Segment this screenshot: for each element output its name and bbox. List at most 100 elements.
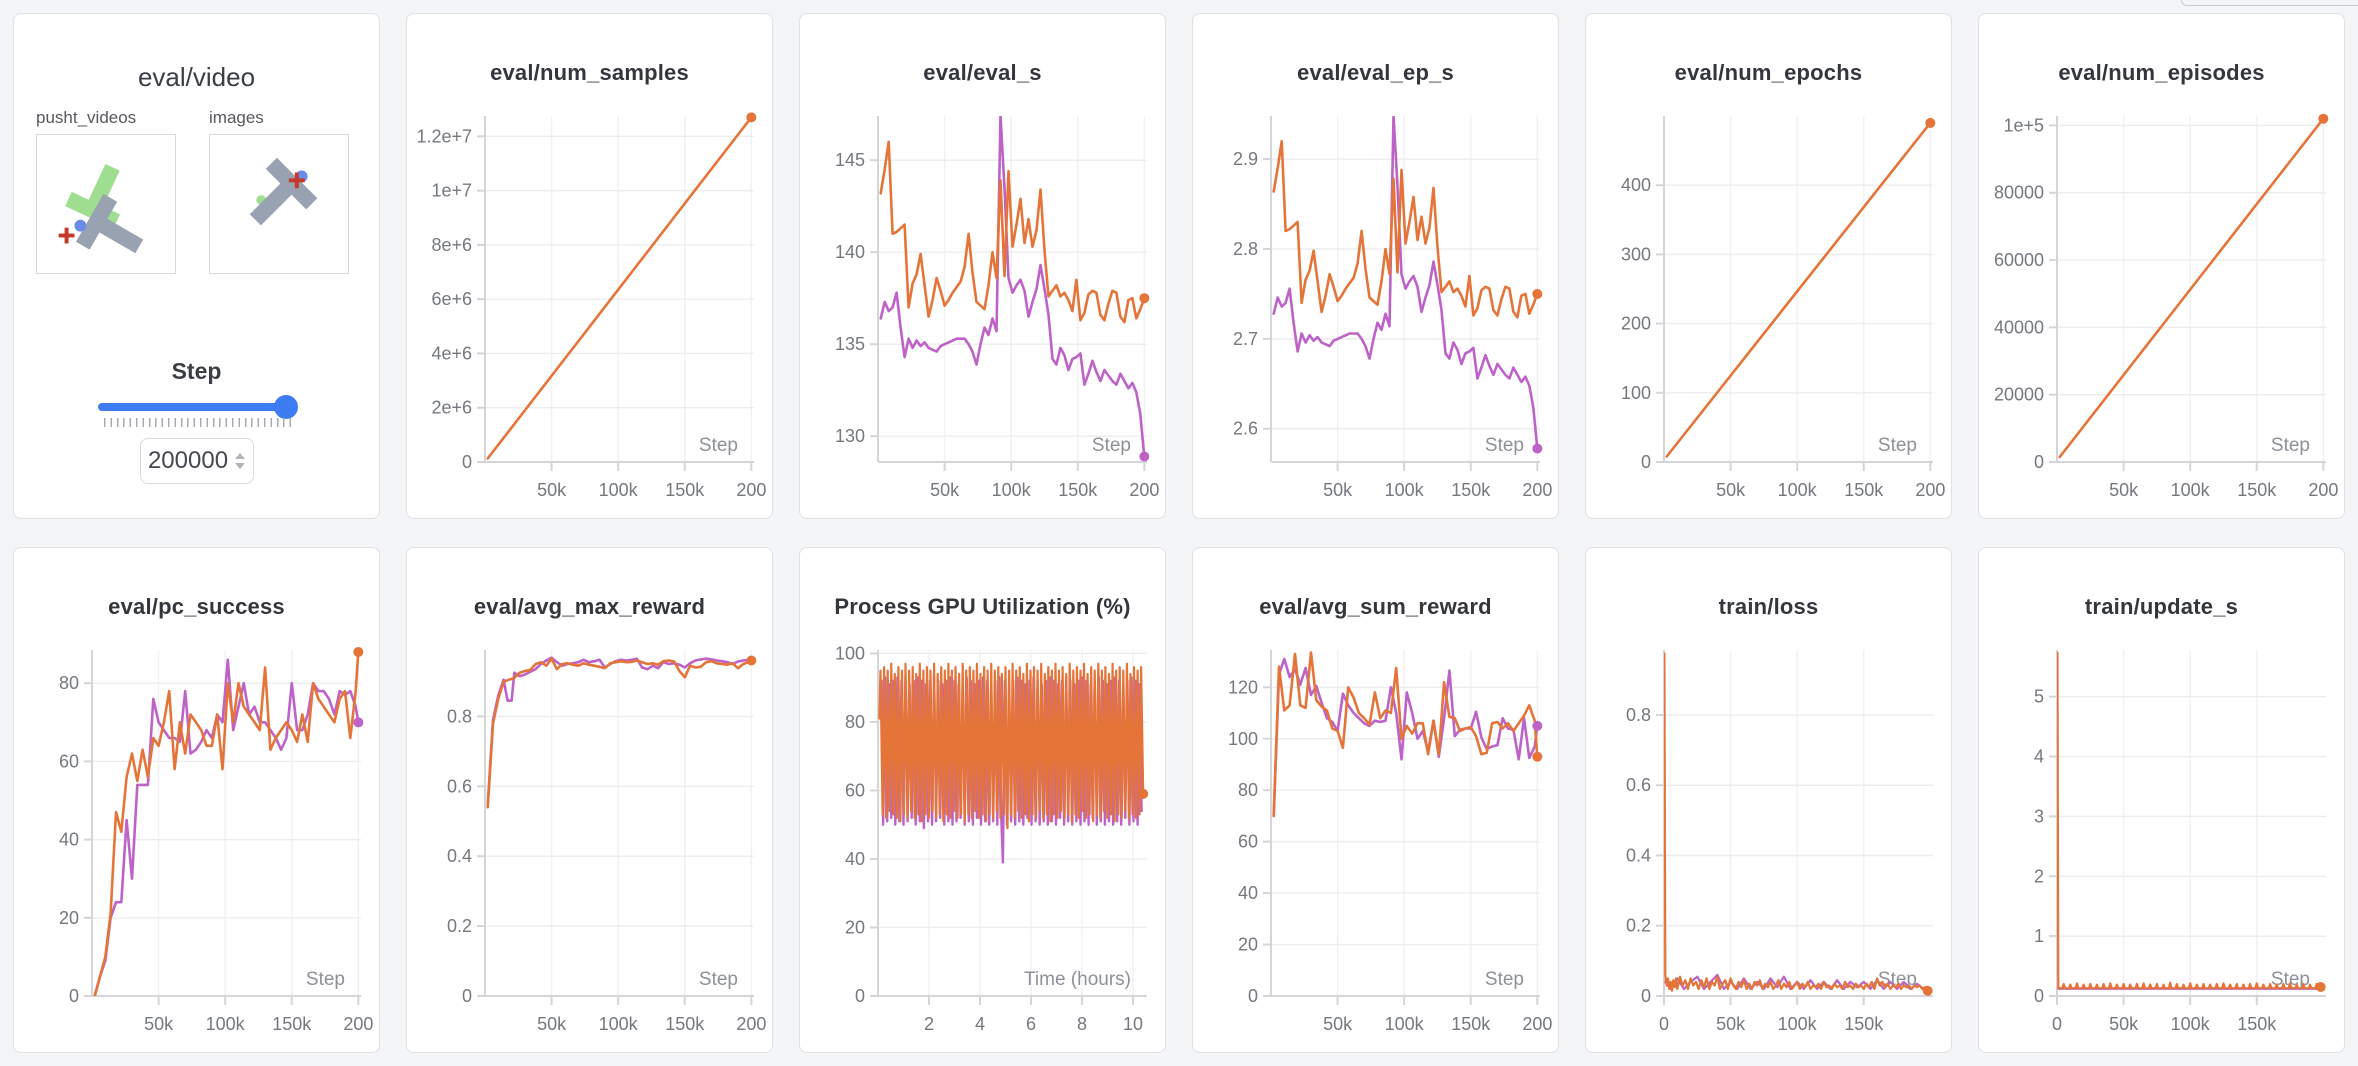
series-group — [2058, 117, 2325, 459]
video-thumbnail-images[interactable] — [209, 134, 349, 274]
y-tick-label: 145 — [835, 150, 865, 170]
series-endpoint-dot — [746, 112, 757, 123]
series-endpoint-dot — [1532, 751, 1543, 762]
y-tick-label: 0 — [855, 986, 865, 1006]
x-tick-label: 200 — [1522, 480, 1552, 500]
x-tick-label: 100k — [599, 1014, 639, 1034]
y-tick-label: 6e+6 — [431, 289, 472, 309]
y-tick-label: 2.6 — [1233, 419, 1258, 439]
chart-plot[interactable]: 0 0.2 0.4 0.6 0.8 50k 100k 150k 200 Step — [407, 548, 773, 1053]
x-tick-label: 200 — [736, 1014, 766, 1034]
chart-panel-eval-eval-s[interactable]: eval/eval_s 130 135 140 145 50k 100k 150k 200 Ste… — [799, 13, 1166, 519]
step-slider-thumb[interactable] — [274, 395, 298, 419]
x-tick-label: 150k — [1451, 480, 1491, 500]
y-tick-label: 0.8 — [1626, 705, 1651, 725]
video-thumbnail-pusht-videos[interactable] — [36, 134, 176, 274]
chart-plot[interactable]: 2.6 2.7 2.8 2.9 50k 100k 150k 200 Step — [1193, 14, 1559, 519]
chart-plot[interactable]: 0 100 200 300 400 50k 100k 150k 200 Step — [1586, 14, 1952, 519]
chart-plot[interactable]: 0 1 2 3 4 5 0 50k 100k 150k Step — [1979, 548, 2345, 1053]
chart-panel-eval-avg-sum-reward[interactable]: eval/avg_sum_reward 0 20 40 60 80 100 120 50k 100… — [1192, 547, 1559, 1053]
series-line — [2057, 651, 2322, 990]
chart-title: eval/num_samples — [490, 60, 689, 85]
x-axis-label: Time (hours) — [1024, 969, 1131, 990]
chart-title: eval/eval_s — [923, 60, 1042, 85]
step-slider-ticks — [104, 418, 296, 427]
x-tick-label: 100k — [2171, 480, 2211, 500]
x-tick-label: 100k — [206, 1014, 246, 1034]
chart-panel-eval-avg-max-reward[interactable]: eval/avg_max_reward 0 0.2 0.4 0.6 0.8 50k 100k 1… — [406, 547, 773, 1053]
gray-t-shape — [249, 157, 318, 226]
chart-plot[interactable]: 0 20 40 60 80 100 2 4 6 8 10 Time (hours) — [800, 548, 1166, 1053]
series-group — [879, 116, 1146, 458]
x-tick-label: 150k — [2237, 480, 2277, 500]
series-group — [486, 116, 753, 460]
chart-panel-eval-eval-ep-s[interactable]: eval/eval_ep_s 2.6 2.7 2.8 2.9 50k 100k 150k 200… — [1192, 13, 1559, 519]
series-group — [1272, 116, 1539, 450]
x-tick-label: 100k — [599, 480, 639, 500]
x-tick-label: 150k — [1451, 1014, 1491, 1034]
chart-plot[interactable]: 0 2e+6 4e+6 6e+6 8e+6 1e+7 1.2e+7 50k 100k 150k 20… — [407, 14, 773, 519]
chevron-down-icon[interactable] — [235, 463, 246, 469]
x-axis-label: Step — [1485, 969, 1524, 990]
x-tick-label: 4 — [975, 1014, 985, 1034]
chart-panel-eval-num-epochs[interactable]: eval/num_epochs 0 100 200 300 400 50k 100k 150k 2… — [1585, 13, 1952, 519]
chevron-up-icon[interactable] — [235, 453, 246, 459]
chart-panel-train-loss[interactable]: train/loss 0 0.2 0.4 0.6 0.8 0 50k 100k 150k Step — [1585, 547, 1952, 1053]
x-axis-label: Step — [306, 969, 345, 990]
chart-title: eval/num_epochs — [1674, 60, 1863, 85]
series-line — [486, 656, 753, 807]
x-axis-label: Step — [2271, 969, 2310, 990]
x-axis-label: Step — [2271, 435, 2310, 456]
chart-title: eval/avg_max_reward — [473, 594, 706, 619]
x-tick-label: 150k — [2237, 1014, 2277, 1034]
series-line — [93, 658, 360, 996]
x-tick-label: 200 — [736, 480, 766, 500]
y-tick-label: 2.8 — [1233, 239, 1258, 259]
step-slider[interactable] — [98, 395, 298, 419]
x-tick-label: 8 — [1077, 1014, 1087, 1034]
y-tick-label: 300 — [1621, 244, 1651, 264]
series-endpoint-dot — [1138, 788, 1149, 799]
x-tick-label: 150k — [665, 1014, 705, 1034]
y-tick-label: 0 — [1641, 452, 1651, 472]
chart-panel-eval-pc-success[interactable]: eval/pc_success 0 20 40 60 80 50k 100k 150k 200 St… — [13, 547, 380, 1053]
chart-panel-eval-num-episodes[interactable]: eval/num_episodes 0 20000 40000 60000 80000 1e… — [1978, 13, 2345, 519]
x-axis-label: Step — [699, 969, 738, 990]
chart-title: eval/num_episodes — [2058, 60, 2265, 85]
y-tick-label: 0.4 — [447, 846, 472, 866]
chart-panel-eval-num-samples[interactable]: eval/num_samples 0 2e+6 4e+6 6e+6 8e+6 1e+7 1.2… — [406, 13, 773, 519]
chart-plot[interactable]: 0 20000 40000 60000 80000 1e+5 50k 100k 150k 200 S… — [1979, 14, 2345, 519]
x-axis-label: Step — [1092, 435, 1131, 456]
x-tick-label: 200 — [1915, 480, 1945, 500]
y-tick-label: 130 — [835, 426, 865, 446]
panel-eval-video: eval/video pusht_videos images — [13, 13, 380, 519]
step-slider-label: Step — [171, 358, 222, 384]
video-panel-title: eval/video — [137, 62, 256, 92]
step-value-input[interactable]: 200000 — [139, 438, 254, 484]
series-line — [1272, 116, 1539, 450]
y-tick-label: 0 — [1641, 986, 1651, 1006]
chart-plot[interactable]: 130 135 140 145 50k 100k 150k 200 Step — [800, 14, 1166, 519]
chart-title: eval/eval_ep_s — [1297, 60, 1454, 85]
y-tick-label: 0.2 — [1626, 916, 1651, 936]
agent-dot — [74, 219, 87, 232]
y-tick-label: 0.8 — [447, 706, 472, 726]
chart-plot[interactable]: 0 20 40 60 80 50k 100k 150k 200 Step — [14, 548, 380, 1053]
pusht-video-frame — [58, 164, 144, 254]
chart-title: eval/avg_sum_reward — [1259, 594, 1492, 619]
y-tick-label: 4e+6 — [431, 343, 472, 363]
chart-plot[interactable]: 0 20 40 60 80 100 120 50k 100k 150k 200 Step — [1193, 548, 1559, 1053]
y-tick-label: 80 — [59, 673, 79, 693]
x-tick-label: 50k — [144, 1014, 174, 1034]
chart-panel-train-update-s[interactable]: train/update_s 0 1 2 3 4 5 0 50k 100k 150k Step — [1978, 547, 2345, 1053]
x-tick-label: 150k — [1058, 480, 1098, 500]
series-endpoint-dot — [1139, 293, 1150, 304]
y-tick-label: 120 — [1228, 677, 1258, 697]
x-tick-label: 100k — [2171, 1014, 2211, 1034]
y-tick-label: 60 — [1238, 832, 1258, 852]
chart-panel-process-gpu-utilization[interactable]: Process GPU Utilization (%) 0 20 40 60 80 100 2… — [799, 547, 1166, 1053]
gray-t-shape — [75, 193, 144, 254]
stepper-arrows[interactable] — [235, 453, 246, 469]
x-tick-label: 50k — [1716, 480, 1746, 500]
